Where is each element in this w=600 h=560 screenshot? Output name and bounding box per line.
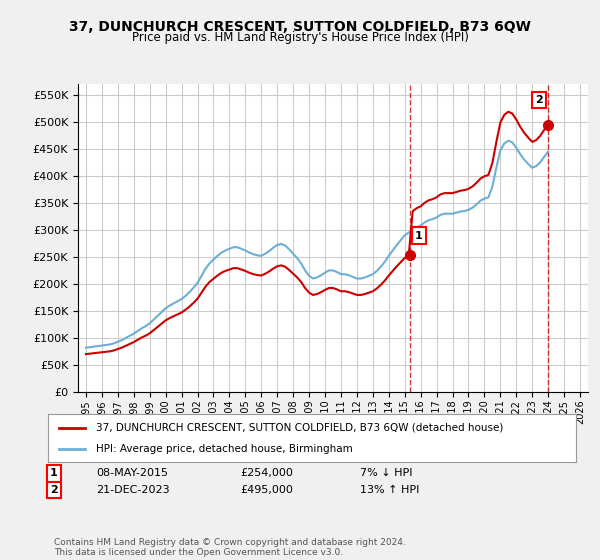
Text: 7% ↓ HPI: 7% ↓ HPI <box>360 468 413 478</box>
Text: 1: 1 <box>415 231 423 241</box>
Text: 37, DUNCHURCH CRESCENT, SUTTON COLDFIELD, B73 6QW: 37, DUNCHURCH CRESCENT, SUTTON COLDFIELD… <box>69 20 531 34</box>
Text: 13% ↑ HPI: 13% ↑ HPI <box>360 485 419 495</box>
Text: 2: 2 <box>535 95 542 105</box>
Text: 21-DEC-2023: 21-DEC-2023 <box>96 485 170 495</box>
Text: 37, DUNCHURCH CRESCENT, SUTTON COLDFIELD, B73 6QW (detached house): 37, DUNCHURCH CRESCENT, SUTTON COLDFIELD… <box>95 423 503 433</box>
Text: 2: 2 <box>50 485 58 495</box>
Text: Price paid vs. HM Land Registry's House Price Index (HPI): Price paid vs. HM Land Registry's House … <box>131 31 469 44</box>
Text: £495,000: £495,000 <box>240 485 293 495</box>
Text: 1: 1 <box>50 468 58 478</box>
Text: 08-MAY-2015: 08-MAY-2015 <box>96 468 168 478</box>
Text: HPI: Average price, detached house, Birmingham: HPI: Average price, detached house, Birm… <box>95 444 352 454</box>
Text: £254,000: £254,000 <box>240 468 293 478</box>
Text: Contains HM Land Registry data © Crown copyright and database right 2024.
This d: Contains HM Land Registry data © Crown c… <box>54 538 406 557</box>
